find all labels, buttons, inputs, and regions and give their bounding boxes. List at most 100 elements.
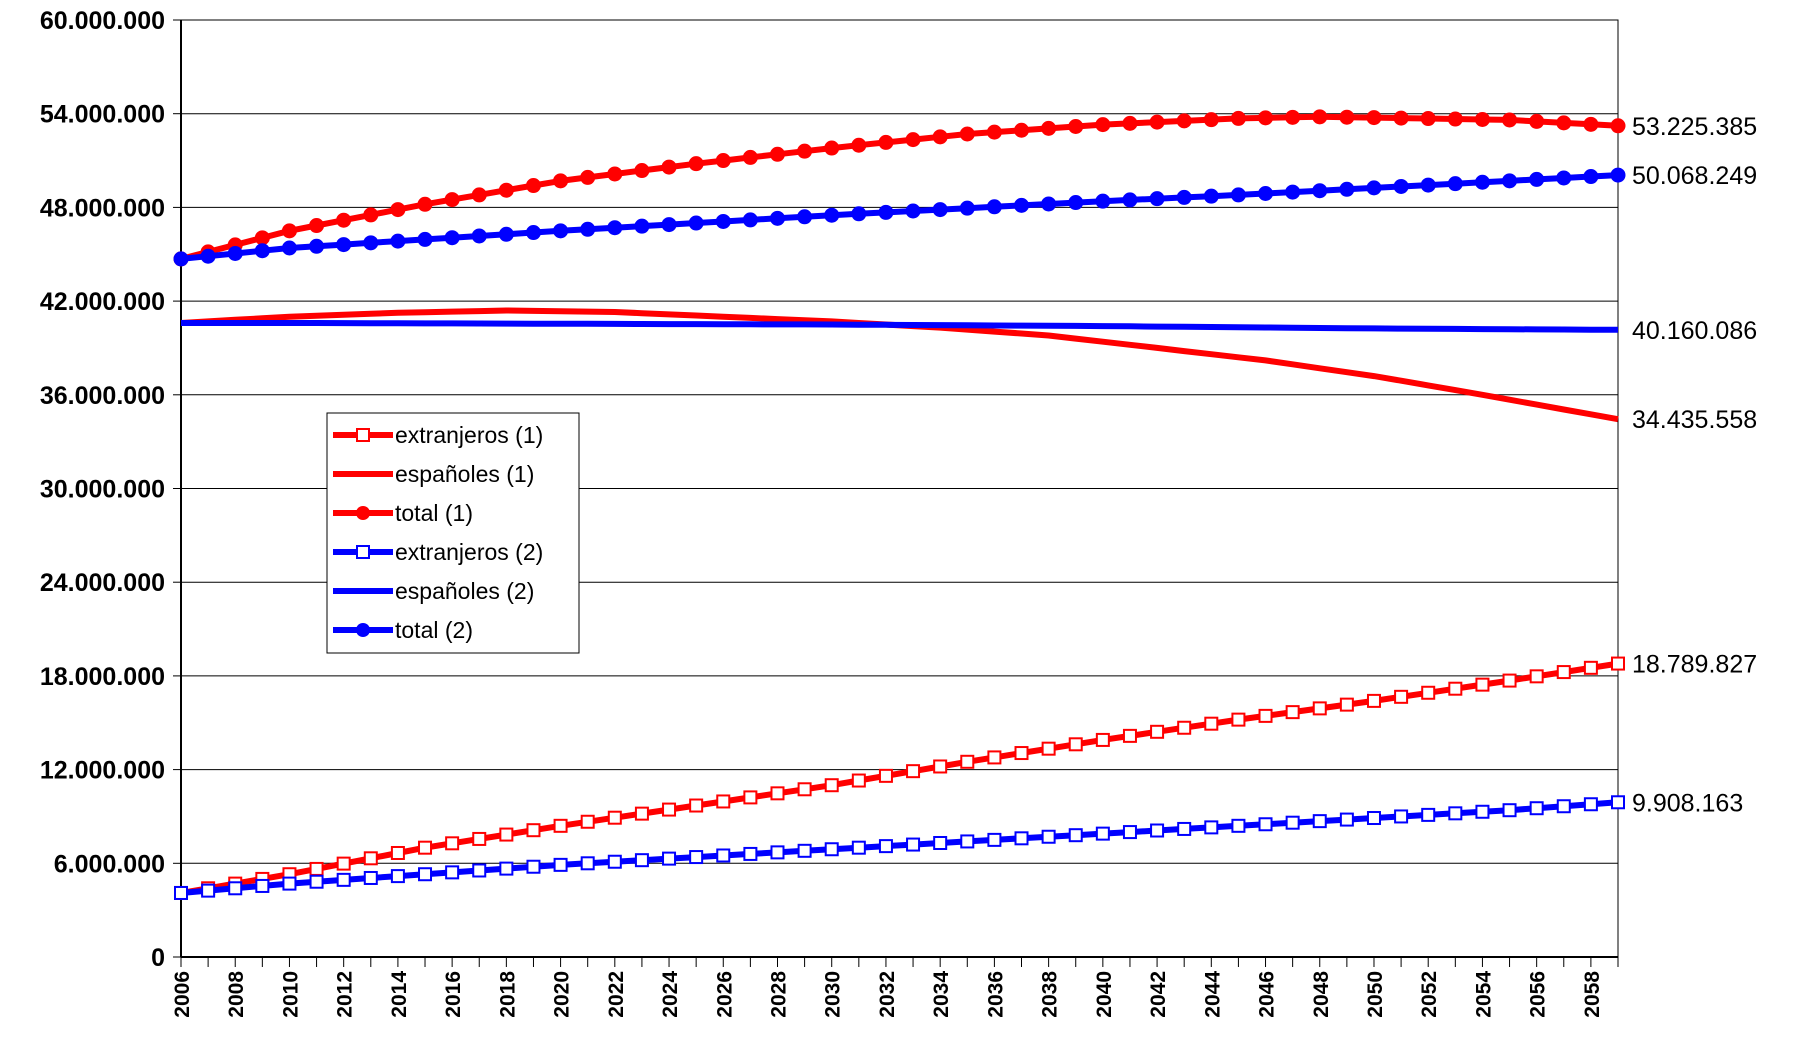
legend-item: extranjeros (2): [333, 539, 543, 565]
data-point: [769, 146, 785, 162]
legend-item: total (1): [333, 500, 473, 526]
data-point: [960, 754, 975, 769]
end-value-label: 9.908.163: [1632, 789, 1743, 817]
legend-marker: [356, 623, 370, 637]
data-point: [1149, 191, 1165, 207]
data-point: [1420, 111, 1436, 127]
data-point: [1068, 195, 1084, 211]
data-point: [1122, 115, 1138, 131]
x-tick-label: 2008: [225, 971, 248, 1018]
x-tick-label: 2036: [984, 971, 1007, 1018]
data-point: [1095, 732, 1110, 747]
legend-label: extranjeros (2): [395, 539, 543, 565]
data-point: [228, 881, 243, 896]
data-point: [878, 839, 893, 854]
data-point: [1285, 705, 1300, 720]
data-point: [417, 231, 433, 247]
data-point: [309, 874, 324, 889]
data-point: [1475, 804, 1490, 819]
data-point: [418, 867, 433, 882]
y-tick-label: 12.000.000: [40, 757, 165, 785]
legend-marker: [356, 545, 370, 559]
data-point: [1041, 120, 1057, 136]
data-point: [1502, 673, 1517, 688]
data-point: [1394, 689, 1409, 704]
x-tick-label: 2056: [1527, 971, 1550, 1018]
x-tick-label: 2054: [1472, 971, 1495, 1018]
data-point: [905, 132, 921, 148]
data-point: [499, 861, 514, 876]
data-point: [363, 207, 379, 223]
end-value-label: 40.160.086: [1632, 317, 1757, 345]
data-point: [444, 230, 460, 246]
end-value-label: 18.789.827: [1632, 651, 1757, 679]
data-point: [1583, 116, 1599, 132]
data-point: [851, 137, 867, 153]
data-point: [689, 798, 704, 813]
data-point: [1393, 178, 1409, 194]
data-point: [174, 885, 188, 900]
data-point: [1312, 183, 1328, 199]
data-point: [1095, 117, 1111, 133]
data-point: [607, 854, 622, 869]
data-point: [607, 166, 623, 182]
legend-label: total (1): [395, 500, 473, 526]
data-point: [1258, 817, 1273, 832]
data-point: [553, 818, 568, 833]
y-tick-label: 30.000.000: [40, 476, 165, 504]
data-point: [770, 845, 785, 860]
data-point: [1610, 118, 1626, 134]
data-point: [715, 213, 731, 229]
data-point: [933, 835, 948, 850]
series-espa-oles-2-: [181, 320, 1619, 333]
data-point: [1366, 180, 1382, 196]
data-point: [662, 851, 677, 866]
data-point: [499, 827, 514, 842]
data-point: [960, 834, 975, 849]
data-point: [797, 782, 812, 797]
data-point: [282, 876, 297, 891]
data-point: [526, 823, 541, 838]
data-point: [607, 810, 622, 825]
data-point: [1095, 826, 1110, 841]
data-point: [661, 217, 677, 233]
axes: [173, 19, 1619, 967]
data-point: [363, 235, 379, 251]
data-point: [254, 243, 270, 259]
x-tick-label: 2020: [551, 971, 574, 1018]
data-point: [797, 143, 813, 159]
y-tick-label: 42.000.000: [40, 288, 165, 316]
data-point: [553, 857, 568, 872]
data-point: [634, 218, 650, 234]
data-point: [390, 233, 406, 249]
x-tick-label: 2026: [713, 971, 736, 1018]
data-point: [1177, 821, 1192, 836]
data-point: [281, 240, 297, 256]
data-point: [1529, 113, 1545, 129]
data-point: [1176, 189, 1192, 205]
data-point: [173, 251, 189, 267]
data-point: [1176, 113, 1192, 129]
data-point: [1204, 820, 1219, 835]
data-point: [905, 203, 921, 219]
data-point: [1556, 115, 1572, 131]
data-point: [1556, 799, 1571, 814]
data-point: [1095, 193, 1111, 209]
data-point: [1366, 811, 1381, 826]
end-value-label: 34.435.558: [1632, 406, 1757, 434]
data-point: [1366, 693, 1381, 708]
data-point: [1231, 712, 1246, 727]
data-point: [1041, 829, 1056, 844]
legend-item: españoles (2): [333, 578, 534, 604]
data-point: [743, 846, 758, 861]
data-point: [987, 750, 1002, 765]
data-point: [1420, 177, 1436, 193]
x-tick-label: 2038: [1039, 971, 1062, 1018]
data-point: [200, 248, 216, 264]
data-point: [1204, 716, 1219, 731]
x-axis-tick-labels: 2006 2008 2010 2012 2014 2016 2018 2020 2022 2024…: [171, 971, 1604, 1018]
data-point: [878, 204, 894, 220]
data-point: [1150, 823, 1165, 838]
series-extranjeros-1-: [174, 656, 1625, 900]
